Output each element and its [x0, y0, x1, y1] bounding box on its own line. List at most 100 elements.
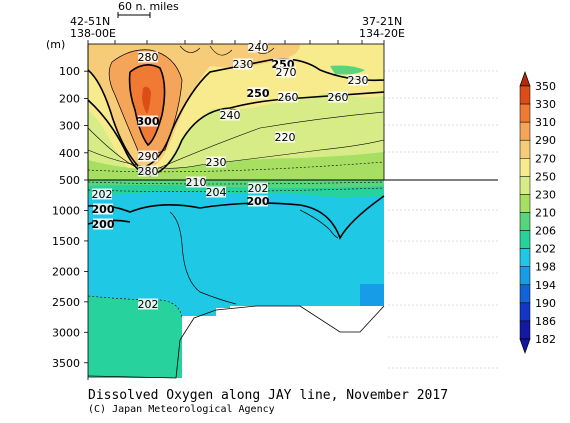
contour-label: 230	[206, 156, 227, 169]
contour-label: 260	[328, 91, 349, 104]
contour-label: 210	[186, 176, 207, 189]
y-axis-ticks: 100 200 300 400 500 1000 1500 2000 2500 3000 3500	[52, 65, 88, 370]
colorbar-segment	[519, 85, 531, 105]
y-tick-label: 400	[59, 147, 80, 160]
contour-label-bg	[186, 176, 206, 188]
colorbar-segment	[519, 320, 531, 340]
lower-contours	[87, 181, 385, 319]
contour-label-bg	[138, 165, 158, 177]
colorbar-level-label: 190	[535, 297, 556, 310]
contour-label: 202	[248, 182, 269, 195]
colorbar-segment	[519, 212, 531, 231]
contour-label-bg	[93, 203, 113, 215]
contour-label: 230	[233, 58, 254, 71]
contour-label: 280	[138, 51, 159, 64]
y-tick-label: 3500	[52, 357, 80, 370]
colorbar-level-label: 210	[535, 207, 556, 220]
chart-title: Dissolved Oxygen along JAY line, Novembe…	[88, 388, 449, 403]
chart-credit: (C) Japan Meteorological Agency	[88, 404, 275, 415]
contour-label-bg	[273, 58, 293, 70]
contour-label: 202	[92, 188, 113, 201]
station-left-lon: 138-00E	[70, 27, 116, 40]
contour-label-bg	[328, 91, 348, 103]
contour-label: 220	[275, 131, 296, 144]
colorbar-level-label: 350	[535, 80, 556, 93]
colorbar-level-label: 230	[535, 188, 556, 201]
colorbar-level-label: 198	[535, 261, 556, 274]
y-tick-label: 500	[59, 174, 80, 187]
colorbar-level-label: 290	[535, 134, 556, 147]
y-tick-label: 2500	[52, 296, 80, 309]
colorbar-segment	[519, 266, 531, 286]
lower-panel-fill	[88, 180, 386, 378]
y-tick-label: 3000	[52, 326, 80, 339]
contour-label-bg	[276, 66, 296, 78]
colorbar-level-label: 206	[535, 225, 556, 238]
y-tick-label: 1500	[52, 235, 80, 248]
bathymetry-line	[87, 305, 385, 379]
colorbar-segment	[519, 176, 531, 195]
contour-label-bg	[138, 298, 158, 310]
contour-label-bg	[138, 51, 158, 63]
colorbar-segment	[519, 194, 531, 213]
colorbar-level-label: 186	[535, 315, 556, 328]
contour-label: 240	[248, 41, 269, 54]
colorbar-level-label: 250	[535, 170, 556, 183]
colorbar-level-label: 202	[535, 243, 556, 256]
colorbar-segment	[519, 139, 531, 159]
scale-bar: 60 n. miles	[117, 0, 179, 18]
colorbar-level-label: 182	[535, 333, 556, 346]
colorbar-level-label: 330	[535, 98, 556, 111]
contour-label: 200	[92, 218, 115, 231]
contour-label: 240	[220, 109, 241, 122]
contour-label: 300	[137, 115, 160, 128]
station-right-lon: 134-20E	[359, 27, 405, 40]
colorbar-segment	[519, 230, 531, 249]
colorbar-segment	[519, 121, 531, 141]
contour-label-bg	[248, 41, 268, 53]
contour-label-bg	[206, 186, 226, 198]
contour-label-bg	[348, 74, 368, 86]
contour-label-bg	[206, 156, 226, 168]
colorbar-segment	[519, 103, 531, 123]
contour-label-bg	[278, 91, 298, 103]
y-tick-label: 200	[59, 92, 80, 105]
colorbar-level-label: 310	[535, 116, 556, 129]
y-tick-label: 100	[59, 65, 80, 78]
contour-label-bg	[275, 131, 295, 143]
contour-label: 200	[92, 203, 115, 216]
station-right-lat: 37-21N	[362, 15, 402, 28]
contour-label: 270	[276, 66, 297, 79]
colorbar-top-arrow	[519, 70, 531, 87]
contour-label: 280	[138, 165, 159, 178]
y-tick-label: 1000	[52, 204, 80, 217]
contour-label-bg	[92, 188, 112, 200]
y-axis-unit: (m)	[46, 38, 65, 51]
contour-label: 260	[278, 91, 299, 104]
y-tick-label: 300	[59, 120, 80, 133]
contour-label: 290	[138, 150, 159, 163]
colorbar: 350 330 310 290 270 250 230 210 206 202 198 194 190 1…	[519, 70, 556, 355]
colorbar-segment	[519, 302, 531, 322]
contour-label: 200	[247, 195, 270, 208]
contour-label-bg	[233, 58, 253, 70]
colorbar-segment	[519, 248, 531, 267]
y-tick-label: 2000	[52, 265, 80, 278]
contour-label-bg	[248, 195, 268, 207]
contour-label: 204	[206, 186, 227, 199]
contour-label-bg	[138, 115, 158, 127]
colorbar-segment	[519, 284, 531, 304]
contour-label-bg	[220, 109, 240, 121]
colorbar-level-label: 270	[535, 152, 556, 165]
colorbar-bottom-arrow	[519, 338, 531, 355]
scale-bar-label: 60 n. miles	[118, 0, 179, 13]
colorbar-segment	[519, 158, 531, 177]
colorbar-level-label: 194	[535, 279, 556, 292]
contour-label-bg	[93, 218, 113, 230]
contour-label: 250	[247, 87, 270, 100]
station-ticks	[87, 40, 385, 44]
contour-label-bg	[248, 87, 268, 99]
contour-label-bg	[248, 182, 268, 194]
